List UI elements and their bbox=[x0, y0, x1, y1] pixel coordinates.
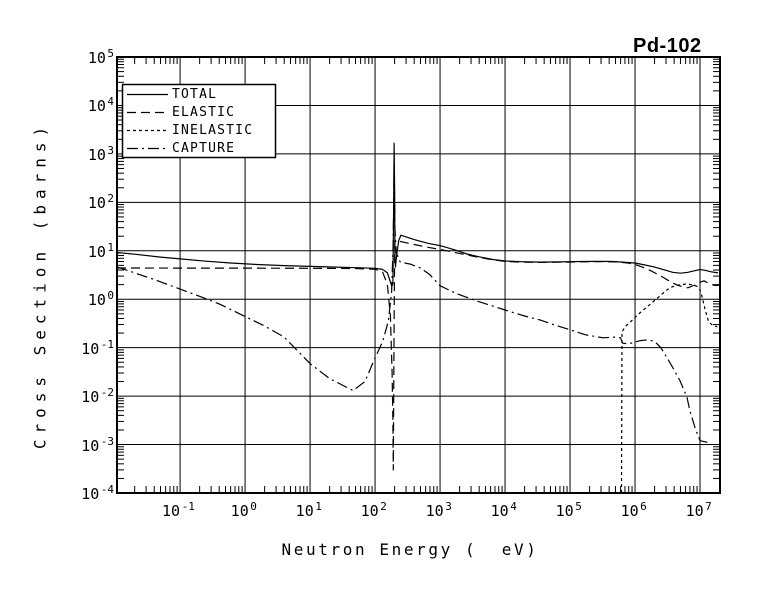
x-axis-label: Neutron Energy ( eV) bbox=[281, 540, 539, 559]
x-tick-label-10e0: 10 0 bbox=[230, 500, 257, 520]
y-tick-label-10e4: 10 4 bbox=[87, 95, 114, 116]
legend-label-capture: CAPTURE bbox=[172, 141, 236, 156]
legend-label-total: TOTAL bbox=[172, 87, 218, 102]
curve-inelastic bbox=[620, 283, 718, 493]
y-tick-label-10e2: 10 2 bbox=[87, 192, 114, 213]
legend-label-elastic: ELASTIC bbox=[172, 105, 236, 120]
y-tick-label-10e-4: 10 -4 bbox=[81, 483, 114, 503]
curve-elastic bbox=[117, 239, 720, 471]
y-tick-label-10e3: 10 3 bbox=[87, 143, 114, 164]
x-tick-label-10e1: 10 1 bbox=[295, 500, 322, 520]
y-tick-label-10e-1: 10 -1 bbox=[81, 337, 114, 358]
curve-capture bbox=[117, 164, 709, 444]
x-tick-label-10e-1: 10 -1 bbox=[162, 500, 195, 520]
legend-box bbox=[121, 83, 277, 159]
y-tick-label-10e0: 10 0 bbox=[87, 289, 114, 310]
curve-total bbox=[117, 142, 719, 287]
y-axis-label: Cross Section (barns) bbox=[30, 120, 50, 450]
x-tick-label-10e6: 10 6 bbox=[620, 500, 647, 520]
y-tick-label-10e-3: 10 -3 bbox=[81, 434, 114, 455]
x-tick-label-10e4: 10 4 bbox=[490, 500, 517, 520]
x-tick-label-10e3: 10 3 bbox=[425, 500, 452, 520]
legend-label-inelastic: INELASTIC bbox=[172, 123, 254, 138]
y-tick-label-10e-2: 10 -2 bbox=[81, 386, 114, 407]
plot-title: Pd-102 bbox=[633, 35, 702, 57]
plot-frame bbox=[116, 56, 721, 494]
x-tick-label-10e2: 10 2 bbox=[360, 500, 387, 520]
x-tick-label-10e5: 10 5 bbox=[555, 500, 582, 520]
x-tick-label-10e7: 10 7 bbox=[685, 500, 712, 520]
y-tick-label-10e5: 10 5 bbox=[87, 47, 114, 67]
y-tick-label-10e1: 10 1 bbox=[87, 240, 114, 261]
